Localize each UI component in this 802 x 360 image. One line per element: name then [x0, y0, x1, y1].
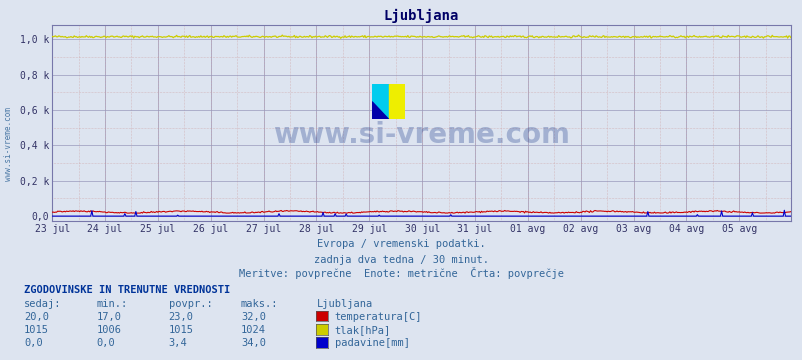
Text: ZGODOVINSKE IN TRENUTNE VREDNOSTI: ZGODOVINSKE IN TRENUTNE VREDNOSTI [24, 285, 230, 296]
Text: 0,0: 0,0 [24, 338, 43, 348]
Text: 20,0: 20,0 [24, 312, 49, 322]
Text: 3,4: 3,4 [168, 338, 187, 348]
Text: Ljubljana: Ljubljana [317, 299, 373, 309]
Text: Evropa / vremenski podatki.: Evropa / vremenski podatki. [317, 239, 485, 249]
Polygon shape [371, 102, 388, 120]
Text: 32,0: 32,0 [241, 312, 265, 322]
Text: Meritve: povprečne  Enote: metrične  Črta: povprečje: Meritve: povprečne Enote: metrične Črta:… [239, 267, 563, 279]
Text: zadnja dva tedna / 30 minut.: zadnja dva tedna / 30 minut. [314, 255, 488, 265]
Text: 0,0: 0,0 [96, 338, 115, 348]
Text: 1015: 1015 [24, 325, 49, 335]
Text: maks.:: maks.: [241, 299, 278, 309]
Text: 34,0: 34,0 [241, 338, 265, 348]
Text: 1006: 1006 [96, 325, 121, 335]
Text: 1024: 1024 [241, 325, 265, 335]
Text: 1015: 1015 [168, 325, 193, 335]
Text: tlak[hPa]: tlak[hPa] [334, 325, 391, 335]
Text: 23,0: 23,0 [168, 312, 193, 322]
Text: www.si-vreme.com: www.si-vreme.com [273, 121, 569, 149]
Text: sedaj:: sedaj: [24, 299, 62, 309]
Text: min.:: min.: [96, 299, 128, 309]
Text: temperatura[C]: temperatura[C] [334, 312, 422, 322]
Title: Ljubljana: Ljubljana [383, 9, 459, 23]
Polygon shape [371, 84, 388, 120]
Text: padavine[mm]: padavine[mm] [334, 338, 409, 348]
Text: povpr.:: povpr.: [168, 299, 212, 309]
Text: 17,0: 17,0 [96, 312, 121, 322]
Text: www.si-vreme.com: www.si-vreme.com [3, 107, 13, 181]
Polygon shape [388, 84, 405, 120]
